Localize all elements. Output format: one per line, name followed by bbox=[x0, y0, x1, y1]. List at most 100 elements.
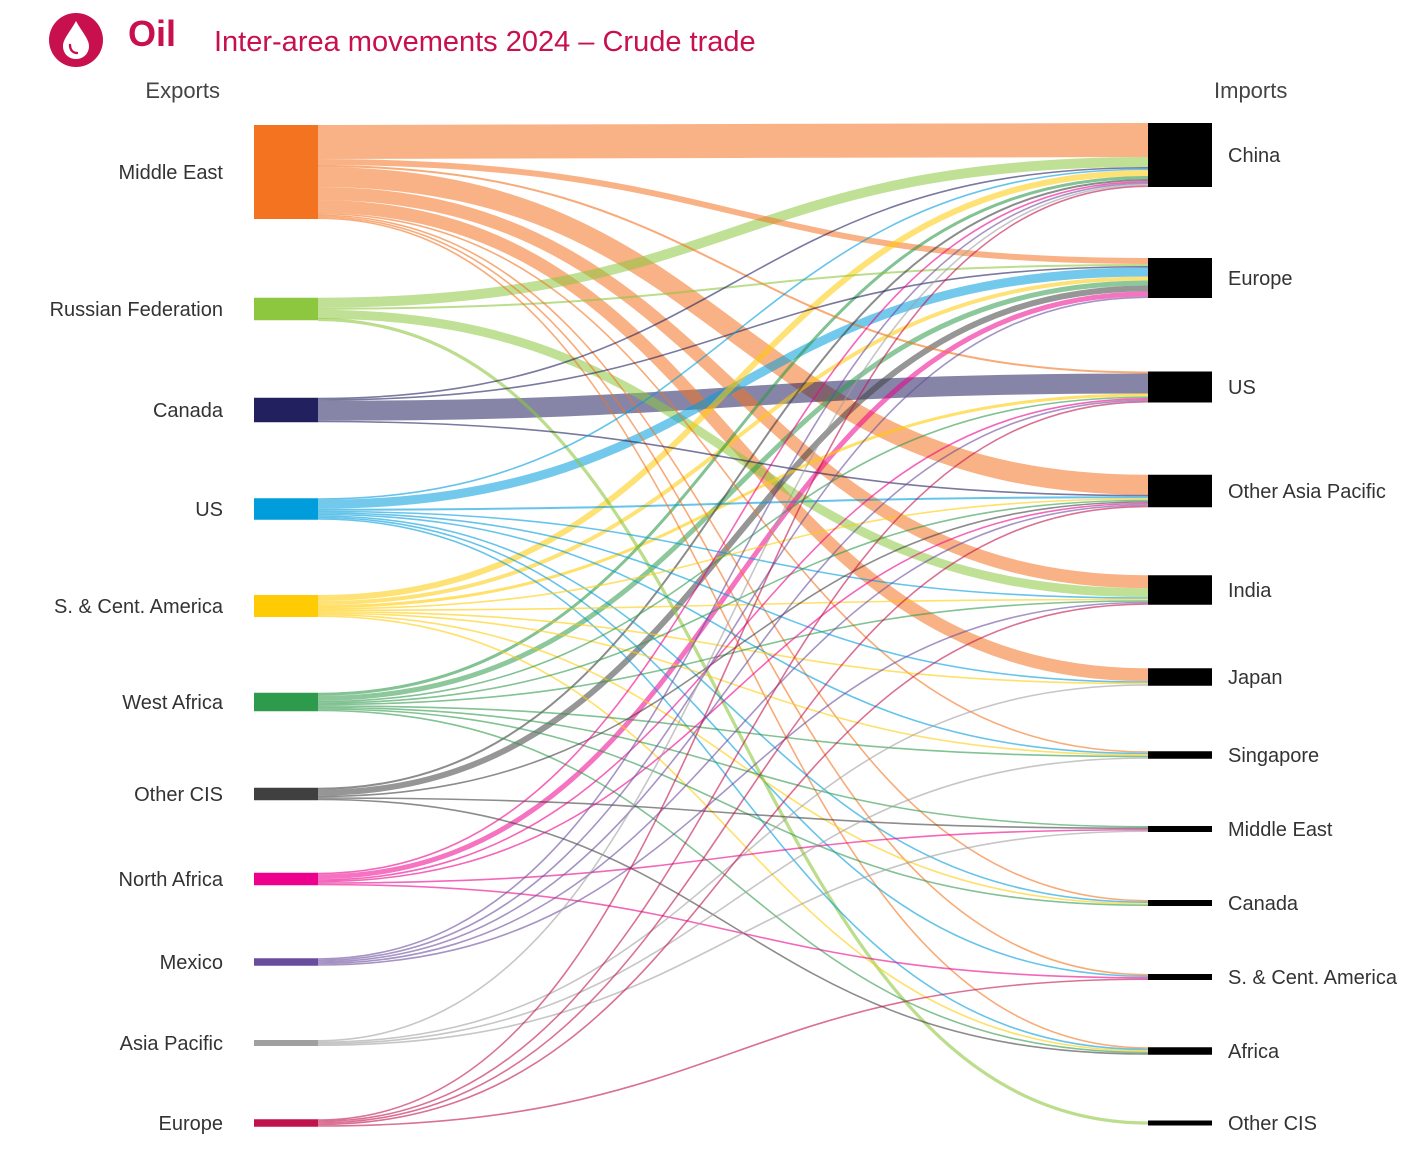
importer-label-other-cis: Other CIS bbox=[1228, 1113, 1317, 1135]
flow-asia-pacific-to-china bbox=[317, 183, 1149, 1042]
flow-s-cent-america-to-singapore bbox=[317, 612, 1149, 756]
importer-bar-middle-east bbox=[1148, 826, 1212, 832]
flow-us-to-india bbox=[317, 510, 1149, 599]
importer-label-canada: Canada bbox=[1228, 893, 1299, 915]
exporter-label-s-cent-america: S. & Cent. America bbox=[54, 596, 224, 618]
importer-label-middle-east: Middle East bbox=[1228, 819, 1333, 841]
flow-north-africa-to-other-asia-pacific bbox=[317, 502, 1149, 883]
flow-mexico-to-us bbox=[317, 399, 1149, 963]
flow-russian-federation-to-europe bbox=[317, 264, 1149, 310]
exporter-bar-europe bbox=[254, 1119, 318, 1127]
flow-s-cent-america-to-europe bbox=[317, 276, 1149, 605]
exporter-bar-middle-east bbox=[254, 125, 318, 219]
flow-other-cis-to-europe bbox=[317, 285, 1149, 796]
flow-canada-to-other-asia-pacific bbox=[317, 420, 1149, 497]
exporter-label-middle-east: Middle East bbox=[119, 162, 224, 184]
flow-middle-east-to-europe bbox=[317, 159, 1149, 264]
importer-label-china: China bbox=[1228, 145, 1281, 167]
flow-west-africa-to-china bbox=[317, 176, 1149, 696]
flow-other-cis-to-middle-east bbox=[317, 797, 1149, 830]
flow-russian-federation-to-china bbox=[317, 157, 1149, 308]
exporter-bar-russian-federation bbox=[254, 297, 318, 321]
flow-middle-east-to-us bbox=[317, 165, 1149, 374]
flow-s-cent-america-to-canada bbox=[317, 613, 1149, 905]
flow-north-africa-to-china bbox=[317, 180, 1149, 875]
flow-layer bbox=[317, 123, 1149, 1127]
flow-west-africa-to-other-asia-pacific bbox=[317, 499, 1149, 704]
flow-west-africa-to-africa bbox=[317, 709, 1149, 1054]
exporter-label-west-africa: West Africa bbox=[122, 692, 224, 714]
flow-europe-to-other-asia-pacific bbox=[317, 505, 1149, 1124]
flow-russian-federation-to-other-cis bbox=[317, 317, 1149, 1125]
importer-label-india: India bbox=[1228, 580, 1272, 602]
flow-mexico-to-india bbox=[317, 601, 1149, 966]
flow-s-cent-america-to-other-asia-pacific bbox=[317, 498, 1149, 610]
flow-us-to-japan bbox=[317, 512, 1149, 683]
exporter-label-canada: Canada bbox=[153, 400, 224, 422]
flow-middle-east-to-s-cent-america bbox=[317, 215, 1149, 976]
flow-europe-to-s-cent-america bbox=[317, 978, 1149, 1127]
flow-west-africa-to-singapore bbox=[317, 705, 1149, 758]
importer-bar-africa bbox=[1148, 1047, 1212, 1055]
importer-bar-s-cent-america bbox=[1148, 974, 1212, 980]
importer-bar-china bbox=[1148, 123, 1212, 187]
exporter-label-europe: Europe bbox=[159, 1113, 224, 1135]
importer-label-europe: Europe bbox=[1228, 268, 1293, 290]
flow-europe-to-china bbox=[317, 185, 1149, 1121]
flow-europe-to-india bbox=[317, 603, 1149, 1126]
importer-bar-europe bbox=[1148, 258, 1212, 298]
importer-bar-india bbox=[1148, 575, 1212, 605]
exporter-label-russian-federation: Russian Federation bbox=[50, 299, 223, 321]
exporter-bar-canada bbox=[254, 397, 318, 423]
flow-us-to-china bbox=[317, 168, 1149, 500]
flow-europe-to-us bbox=[317, 400, 1149, 1123]
exports-heading: Exports bbox=[145, 78, 220, 103]
flow-canada-to-china bbox=[317, 166, 1149, 400]
exporter-bar-s-cent-america bbox=[254, 595, 318, 617]
flow-middle-east-to-other-asia-pacific bbox=[317, 167, 1149, 495]
flow-other-cis-to-other-asia-pacific bbox=[317, 501, 1149, 798]
flow-s-cent-america-to-china bbox=[317, 170, 1149, 601]
flow-us-to-s-cent-america bbox=[317, 516, 1149, 978]
flow-s-cent-america-to-us bbox=[317, 393, 1149, 608]
flow-other-cis-to-china bbox=[317, 179, 1149, 790]
flow-canada-to-us bbox=[317, 373, 1149, 421]
flow-west-africa-to-middle-east bbox=[317, 706, 1149, 828]
label-layer: Middle East Russian Federation Canada US S. … bbox=[50, 78, 1398, 1135]
flow-s-cent-america-to-japan bbox=[317, 610, 1149, 685]
exporter-bar-asia-pacific bbox=[254, 1040, 318, 1046]
exporter-bar-north-africa bbox=[254, 872, 318, 886]
flow-middle-east-to-canada bbox=[317, 214, 1149, 902]
exporter-bar-mexico bbox=[254, 958, 318, 966]
flow-mexico-to-china bbox=[317, 182, 1149, 960]
importer-bar-canada bbox=[1148, 900, 1212, 906]
flow-s-cent-america-to-africa bbox=[317, 615, 1149, 1052]
exporter-bar-us bbox=[254, 498, 318, 520]
flow-north-africa-to-europe bbox=[317, 291, 1149, 880]
brand-label: Oil bbox=[128, 13, 177, 54]
importer-bar-other-asia-pacific bbox=[1148, 474, 1212, 508]
flow-north-africa-to-s-cent-america bbox=[317, 883, 1149, 979]
flow-russian-federation-to-india bbox=[317, 309, 1149, 598]
flow-west-africa-to-europe bbox=[317, 280, 1149, 701]
importer-label-s-cent-america: S. & Cent. America bbox=[1228, 967, 1398, 989]
exporter-label-mexico: Mexico bbox=[160, 952, 223, 974]
importer-label-us: US bbox=[1228, 377, 1256, 399]
flow-asia-pacific-to-middle-east bbox=[317, 830, 1149, 1047]
flow-other-cis-to-africa bbox=[317, 798, 1149, 1055]
importer-label-africa: Africa bbox=[1228, 1041, 1280, 1063]
flow-middle-east-to-china bbox=[317, 123, 1149, 159]
exporter-label-north-africa: North Africa bbox=[119, 869, 224, 891]
oil-drop-icon bbox=[49, 13, 103, 67]
exporter-bar-other-cis bbox=[254, 787, 318, 801]
exporter-label-asia-pacific: Asia Pacific bbox=[120, 1033, 223, 1055]
flow-mexico-to-other-asia-pacific bbox=[317, 504, 1149, 965]
chart-title: Inter-area movements 2024 – Crude trade bbox=[214, 26, 756, 58]
importer-label-singapore: Singapore bbox=[1228, 745, 1319, 767]
importer-bar-other-cis bbox=[1148, 1120, 1212, 1126]
flow-asia-pacific-to-singapore bbox=[317, 757, 1149, 1045]
flow-north-africa-to-middle-east bbox=[317, 828, 1149, 884]
exporter-label-other-cis: Other CIS bbox=[134, 784, 223, 806]
flow-north-africa-to-us bbox=[317, 397, 1149, 881]
